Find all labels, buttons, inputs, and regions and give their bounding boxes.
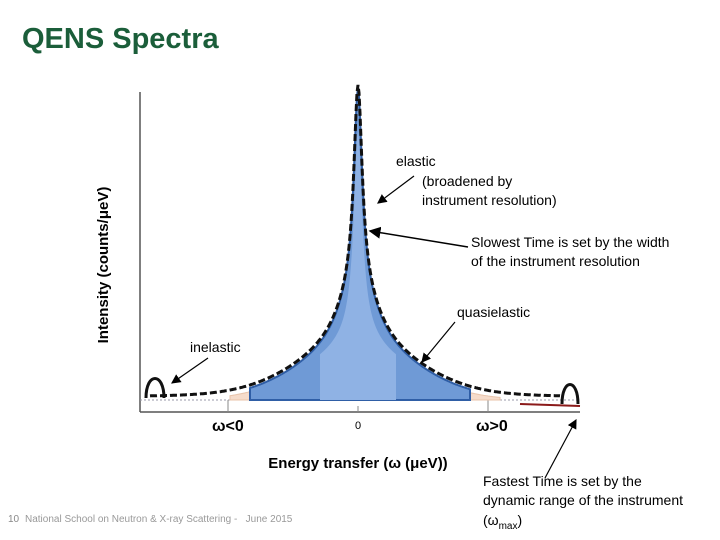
x-mark: 0 [355,420,361,432]
annotation: inelastic [190,339,241,355]
annotation-line: Fastest Time is set by the [483,473,642,489]
page-number: 10 [8,514,20,525]
slide-title: QENS Spectra [22,23,219,55]
x-mark: ω<0 [212,418,244,435]
annotation-line: instrument resolution) [422,192,557,208]
annotation: Fastest Time is set by the dynamic range… [483,473,683,508]
subscript: max [499,521,518,532]
annotation-line: of the instrument resolution [471,253,640,269]
annotation-line: dynamic range of the instrument [483,492,683,508]
annotation: elastic [396,153,436,169]
annotation-line: Slowest Time is set by the width [471,234,669,250]
annotation-part: (ω [483,512,499,528]
arrow [368,226,469,248]
inelastic-peak-left [144,377,166,399]
arrow [171,357,209,384]
arrow [421,321,456,363]
footer-text: National School on Neutron & X-ray Scatt… [25,514,293,525]
arrow [544,418,577,479]
arrow [377,175,415,204]
elastic-area [320,130,396,400]
annotation: (ωmax) [483,512,522,532]
annotation: (broadened by instrument resolution) [422,173,557,208]
annotation-line: (broadened by [422,173,512,189]
annotation-part: ) [518,512,523,528]
measured-spectrum [149,84,561,398]
annotation: Slowest Time is set by the width of the … [471,234,673,269]
fit-line [519,403,581,407]
x-mark: ω>0 [476,418,508,435]
inelastic-peak-right [560,383,580,405]
annotation: quasielastic [457,304,530,320]
y-axis-label: Intensity (counts/μeV) [95,187,112,344]
x-axis-label: Energy transfer (ω (μeV)) [268,455,447,472]
